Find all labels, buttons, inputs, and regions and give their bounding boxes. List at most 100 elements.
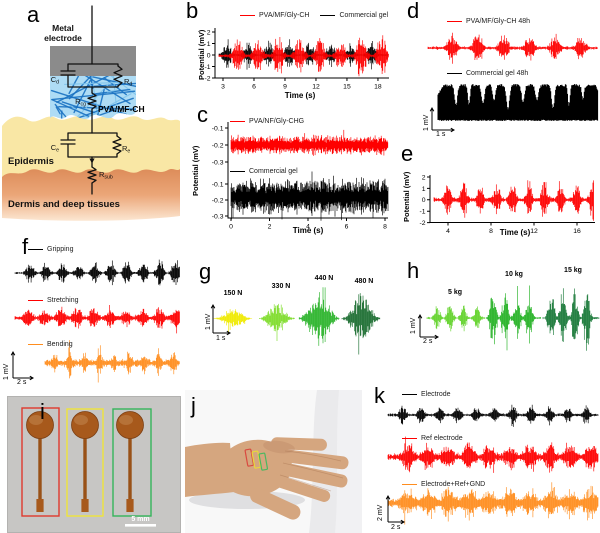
svg-text:0: 0	[422, 197, 426, 204]
capacitor-cd-label: Cd	[51, 75, 59, 86]
svg-text:2: 2	[207, 29, 211, 36]
resistor-rcg-label: Rcg	[75, 97, 86, 108]
svg-text:12: 12	[312, 84, 320, 91]
scale-h-label-k: 2 s	[391, 524, 401, 531]
legend-swatch-red	[447, 20, 462, 23]
legend-swatch-orange	[28, 343, 43, 346]
weight-label-15kg: 15 kg	[564, 267, 582, 274]
svg-text:0: 0	[229, 224, 233, 231]
resistor-rsub-label: Rsub	[99, 170, 113, 181]
svg-text:1: 1	[207, 41, 211, 48]
x-axis-label-c: Time (s)	[292, 226, 324, 235]
svg-text:-2: -2	[204, 75, 210, 82]
resistor-rd-label: Rd	[124, 77, 132, 88]
panel-label-a: a	[27, 2, 40, 27]
legend-label: PVA/NF/Gly-CHG	[249, 118, 305, 125]
capacitor-ce-label: Ce	[51, 143, 59, 154]
legend-swatch-black	[447, 72, 462, 75]
legend-swatch-orange	[402, 483, 417, 486]
legend-label: Bending	[47, 341, 73, 348]
scale-h-label-d: 1 s	[436, 131, 446, 138]
scale-h-label-g: 1 s	[216, 335, 226, 342]
legend-d-top: PVA/MF/Gly-CH 48h	[447, 18, 530, 25]
scale-h-label-f: 2 s	[17, 379, 27, 386]
legend-swatch-red	[240, 14, 255, 17]
epidermis-region	[2, 116, 180, 190]
legend-f-stretching: Stretching	[28, 297, 79, 304]
svg-text:8: 8	[489, 228, 493, 235]
panel-label-g: g	[199, 259, 212, 284]
resistor-re-label: Re	[122, 144, 130, 155]
panel-label-h: h	[407, 258, 420, 283]
y-axis-label-e: Potential (mV)	[402, 171, 411, 222]
y-axis-label-c: Potential (mV)	[191, 145, 200, 196]
legend-label: Commercial gel	[339, 12, 389, 19]
legend-label: Commercial gel	[249, 168, 298, 175]
svg-text:-1: -1	[419, 209, 425, 216]
panel-h-chart	[417, 285, 600, 351]
svg-text:0: 0	[207, 52, 211, 59]
legend-swatch-red	[230, 120, 245, 123]
gel-label: PVA/MF-CH	[98, 104, 145, 114]
dermis-region	[2, 169, 180, 221]
svg-text:12: 12	[530, 228, 538, 235]
legend-f-bending: Bending	[28, 341, 73, 348]
legend-label: Electrode	[421, 391, 451, 398]
legend-d-bottom: Commercial gel 48h	[447, 70, 528, 77]
legend-k-gnd: Electrode+Ref+GND	[402, 481, 485, 488]
panel-e-chart: 2 1 0 -1 -2 4 8 12 16	[419, 174, 595, 235]
force-label-150N: 150 N	[223, 290, 243, 297]
legend-c-bottom: Commercial gel	[230, 168, 298, 175]
svg-text:-0.3: -0.3	[212, 213, 224, 220]
svg-text:8: 8	[383, 224, 387, 231]
x-axis-label-e: Time (s)	[499, 228, 531, 237]
legend-swatch-black	[320, 14, 336, 17]
svg-text:-0.3: -0.3	[212, 159, 224, 166]
svg-text:18: 18	[374, 84, 382, 91]
legend-k-ref: Ref electrode	[402, 435, 463, 442]
panel-j-photo	[185, 390, 362, 533]
legend-f-gripping: Gripping	[28, 246, 73, 253]
panel-label-k: k	[374, 383, 385, 408]
panel-c-chart: -0.1 -0.2 -0.3 -0.1 -0.2 -0.3 0 2 4 6 8	[212, 122, 389, 231]
panel-label-c: c	[197, 102, 208, 127]
svg-text:3: 3	[221, 84, 225, 91]
wire-arrow	[89, 158, 95, 164]
legend-swatch-red	[28, 299, 43, 302]
svg-text:-0.2: -0.2	[212, 142, 224, 149]
force-label-480N: 480 N	[354, 278, 374, 285]
y-axis-label-b: Potential (mV)	[197, 29, 206, 80]
legend-swatch-black	[28, 248, 43, 251]
legend-swatch-black	[230, 170, 245, 173]
legend-label: PVA/MF/Gly-CH 48h	[466, 18, 531, 25]
scale-v-label-d: 1 mV	[423, 114, 430, 131]
svg-text:4: 4	[446, 228, 450, 235]
panel-f-chart	[10, 259, 180, 383]
x-axis-label-b: Time (s)	[284, 91, 316, 100]
legend-label: Gripping	[47, 246, 74, 253]
legend-label: Ref electrode	[421, 435, 463, 442]
panel-label-j: j	[191, 393, 196, 418]
panel-label-b: b	[186, 0, 199, 23]
svg-text:2: 2	[422, 174, 426, 181]
svg-text:-0.1: -0.1	[212, 125, 224, 132]
svg-text:9: 9	[283, 84, 287, 91]
panel-b-chart: 2 1 0 -1 -2 3 6 9 12 15 18	[204, 28, 389, 91]
svg-text:16: 16	[573, 228, 581, 235]
dermis-label: Dermis and deep tissues	[8, 199, 120, 210]
panel-i-photo	[7, 396, 181, 533]
legend-swatch-black	[402, 393, 417, 396]
weight-label-5kg: 5 kg	[447, 289, 463, 296]
svg-text:6: 6	[252, 84, 256, 91]
svg-text:1: 1	[422, 186, 426, 193]
scale-v-label-k: 2 mV	[377, 504, 384, 521]
legend-swatch-red	[402, 437, 417, 440]
scale-v-label-h: 1 mV	[410, 317, 417, 334]
panel-d-chart	[427, 32, 599, 133]
legend-label: PVA/MF/Gly-CH	[259, 12, 310, 19]
svg-text:2: 2	[268, 224, 272, 231]
scale-v-label-g: 1 mV	[205, 313, 212, 330]
svg-text:-2: -2	[419, 220, 425, 227]
force-label-440N: 440 N	[314, 275, 334, 282]
legend-label: Stretching	[47, 297, 79, 304]
